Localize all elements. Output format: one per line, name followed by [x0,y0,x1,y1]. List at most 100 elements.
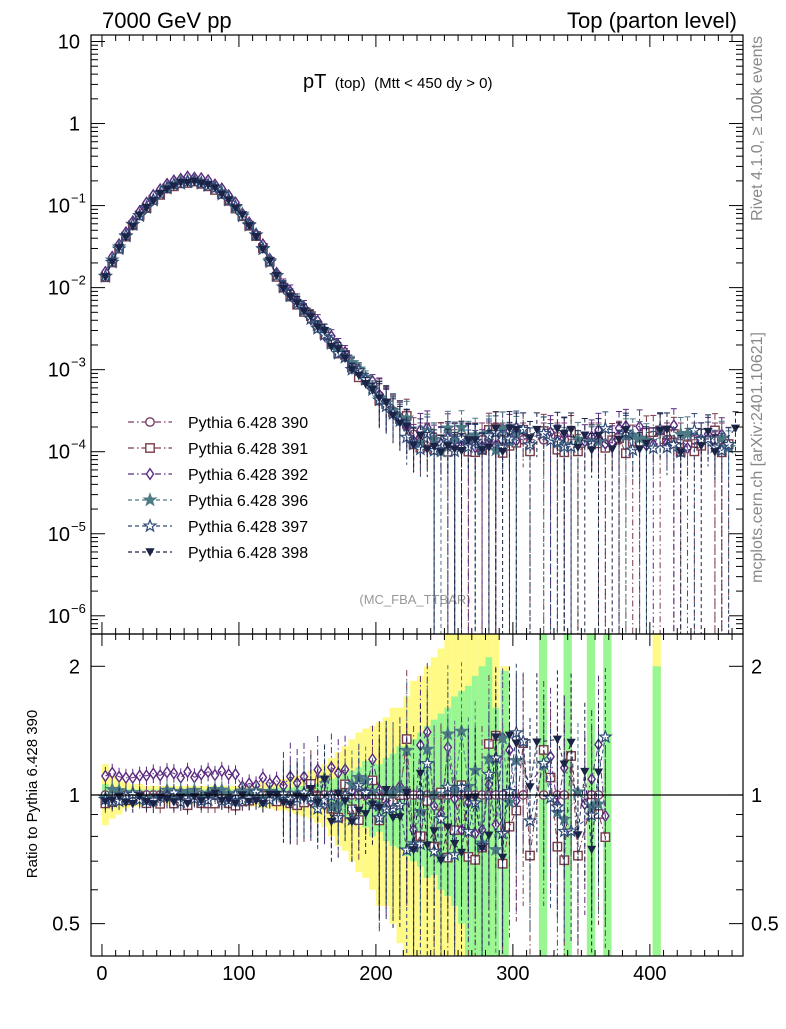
ratio-y-tick-label-right: 1 [751,785,762,807]
ratio-y-tick-label: 0.5 [52,914,80,936]
ratio-point [121,771,131,785]
legend-marker [145,443,155,453]
series-line [104,180,729,455]
ratio-point [162,765,172,779]
plot-title: pT (top) (Mtt < 450 dy > 0) [303,71,492,93]
legend-label: Pythia 6.428 392 [188,467,308,484]
series-line [104,180,722,441]
ratio-point [450,840,460,849]
ratio-y-tick-label: 2 [69,656,80,678]
ratio-series-5 [100,666,604,956]
data-point [666,436,682,451]
ratio-point [231,767,240,781]
ratio-band-green [652,666,661,956]
ratio-point [210,789,220,799]
series-line [104,179,730,453]
ratio-point [217,764,227,778]
ratio-point [415,769,426,779]
y-tick-label: 10 [48,360,70,382]
data-point [450,445,460,454]
data-point [676,448,686,457]
series-line [104,181,729,453]
ratio-point [559,760,569,769]
y-tick-label: 10 [58,31,80,53]
data-point [176,178,186,188]
data-point [319,326,330,336]
upper-series-3 [97,172,737,634]
ratio-point [381,786,391,795]
ratio-point [408,846,419,855]
ratio-point [573,831,583,840]
ratio-point [367,800,378,809]
legend-marker [142,492,158,507]
y-tick-label: 10 [48,196,70,218]
rivet-label: Rivet 4.1.0, ≥ 100k events [749,36,766,221]
data-point [456,447,467,456]
series-line [104,176,723,450]
data-point [497,447,508,457]
legend-item-2: Pythia 6.428 392 [128,467,308,484]
ratio-series-1 [100,666,611,956]
ratio-point [210,768,220,782]
ratio-point [176,793,186,802]
legend-item-4: Pythia 6.428 397 [128,518,308,536]
ratio-series-layer [97,662,613,956]
series-line [104,180,736,454]
data-point [621,426,631,435]
data-point [593,431,604,440]
analysis-watermark: (MC_FBA_TTBAR) [359,592,470,607]
data-point [230,204,241,213]
ratio-point [477,844,487,853]
ratio-point [196,767,206,781]
ratio-ylabel: Ratio to Pythia 6.428 390 [24,710,41,878]
ratio-point [525,783,535,792]
y-tick-exponent: −2 [71,273,86,288]
y-tick-label: 1 [69,114,80,136]
ratio-y-tick-label: 1 [69,785,80,807]
upper-series-layer [97,170,741,634]
y-tick-exponent: −4 [71,437,86,452]
upper-series-2 [100,170,727,634]
ratio-point [436,856,446,866]
data-point [443,442,453,451]
legend-marker [142,518,158,533]
upper-series-5 [100,177,741,634]
ratio-point [422,841,432,850]
ratio-point [176,770,186,784]
x-tick-label: 0 [96,963,107,985]
plot-title-sub: (top) [335,75,366,92]
plot-title-cond: (Mtt < 450 dy > 0) [374,75,492,92]
axes-layer: 0 100 200 300 40010110−110−210−310−410−510−6… [48,31,779,985]
data-point [182,178,193,188]
data-point [463,436,473,445]
y-tick-exponent: −5 [71,519,86,534]
y-tick-exponent: −3 [71,355,86,370]
data-point [721,436,737,451]
ratio-y-tick-label-right: 0.5 [751,914,779,936]
ratio-point [107,766,117,780]
legend-item-3: Pythia 6.428 396 [128,492,308,510]
ratio-point [497,853,508,863]
data-point [196,179,206,188]
ratio-series-line [105,731,606,855]
ratio-point [388,814,398,823]
legend: Pythia 6.428 390 Pythia 6.428 391 Pythia 6… [128,415,308,562]
legend-label: Pythia 6.428 398 [188,545,308,562]
data-point [347,366,357,375]
legend-label: Pythia 6.428 391 [188,441,308,458]
data-point [532,425,542,435]
data-point [388,411,398,421]
y-tick-label: 10 [48,524,70,546]
data-point [597,420,613,435]
data-point [265,257,275,266]
legend-label: Pythia 6.428 390 [188,415,308,432]
x-tick-label: 100 [222,963,255,985]
data-point [210,184,220,193]
plot-title-main: pT [303,71,326,93]
legend-marker [145,467,155,481]
legend-label: Pythia 6.428 397 [188,519,308,536]
y-tick-label: 10 [48,606,70,628]
ratio-point [491,733,501,742]
ratio-point [313,798,323,808]
